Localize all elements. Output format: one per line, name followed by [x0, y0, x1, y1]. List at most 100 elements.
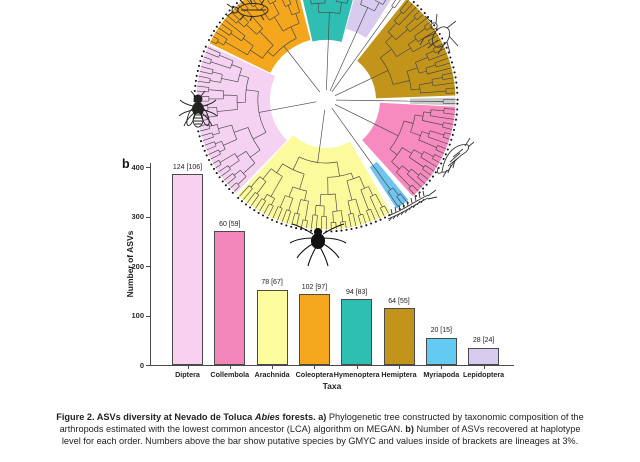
- tip-dot: [374, 220, 377, 223]
- y-axis-line: [150, 163, 151, 365]
- tip-dot: [202, 50, 205, 53]
- tip-dot: [446, 148, 449, 151]
- bar-myriapoda: [425, 337, 457, 365]
- tip-dot: [422, 187, 425, 190]
- tip-dot: [451, 133, 454, 136]
- x-category-label: Lepidoptera: [463, 370, 505, 379]
- tip-dot: [456, 108, 459, 111]
- tip-dot: [300, 228, 303, 231]
- tip-dot: [456, 91, 459, 94]
- panel-b-label: b: [122, 157, 130, 171]
- tip-dot: [449, 56, 452, 59]
- x-category-label: Diptera: [175, 370, 200, 379]
- tip-dot: [280, 222, 283, 225]
- tip-dot: [350, 227, 353, 231]
- tip-dot: [210, 163, 213, 166]
- tip-dot: [196, 69, 199, 72]
- tip-dot: [456, 102, 459, 105]
- collembola-clade-branches: [334, 104, 456, 195]
- tip-dot: [197, 64, 201, 67]
- tip-dot: [201, 144, 204, 148]
- tip-dot: [199, 59, 202, 63]
- tip-dot: [438, 32, 441, 36]
- tip-dot: [445, 46, 448, 49]
- tip-dot: [423, 12, 426, 15]
- ungrouped-clade-branches: [331, 0, 401, 93]
- beetle-icon: [226, 0, 269, 22]
- tip-dot: [365, 224, 368, 227]
- tip-dot: [231, 191, 234, 194]
- tip-dot: [418, 191, 421, 194]
- tip-dot: [193, 89, 196, 93]
- bar-hemiptera: [383, 308, 415, 365]
- tip-dot: [428, 179, 431, 182]
- tip-dot: [447, 51, 450, 54]
- tip-dot: [275, 220, 278, 223]
- tip-dot: [420, 8, 423, 11]
- tip-dot: [237, 196, 240, 199]
- tip-dot: [244, 203, 248, 206]
- tip-dot: [425, 183, 428, 186]
- tip-dot: [450, 138, 453, 141]
- tip-dot: [383, 216, 387, 219]
- tip-dot: [228, 9, 231, 12]
- tip-dot: [207, 38, 211, 42]
- tip-dot: [433, 24, 436, 27]
- tip-dot: [240, 200, 244, 203]
- figure-caption: Figure 2. ASVs diversity at Nevado de To…: [55, 412, 585, 447]
- tip-dot: [200, 55, 204, 58]
- x-category-label: Hymenoptera: [333, 370, 380, 379]
- tip-dot: [200, 140, 203, 143]
- tip-dot: [203, 149, 206, 152]
- bar-lepidoptera: [468, 347, 500, 365]
- caption-segment: Figure 2. ASVs diversity at Nevado de To…: [56, 412, 255, 422]
- tip-dot: [205, 154, 208, 157]
- bar-value-label: 94 [83]: [345, 288, 368, 296]
- tip-dot: [455, 81, 458, 84]
- unassigned-clade-branches: [335, 99, 456, 105]
- tip-dot: [215, 172, 218, 175]
- tip-dot: [426, 15, 430, 19]
- tip-dot: [379, 218, 382, 221]
- coleoptera-clade-sector: [209, 0, 311, 73]
- caption-segment: Abies: [254, 412, 280, 422]
- arachnida-clade-branches: [239, 109, 389, 230]
- bar-diptera: [172, 174, 203, 365]
- tip-dot: [204, 45, 207, 48]
- y-tick-mark: [146, 266, 150, 267]
- lepidoptera-clade-branches: [329, 0, 387, 92]
- bar-value-label: 124 [106]: [172, 163, 203, 171]
- y-tick-mark: [146, 315, 150, 317]
- bar-hymenoptera: [341, 299, 373, 365]
- tip-dot: [221, 180, 224, 183]
- tip-dot: [218, 21, 221, 24]
- tip-dot: [335, 230, 338, 233]
- y-tick-label: 300: [131, 212, 144, 221]
- bar-value-label: 20 [15]: [430, 327, 452, 335]
- tip-dot: [453, 128, 456, 131]
- tip-dot: [285, 224, 288, 227]
- tip-dot: [455, 113, 458, 116]
- tip-dot: [355, 226, 358, 229]
- lepidoptera-clade-sector: [345, 0, 391, 38]
- hemiptera-clade-branches: [334, 0, 456, 96]
- tip-dot: [431, 175, 434, 178]
- myriapoda-clade-branches: [331, 107, 407, 208]
- myriapoda-clade-sector: [369, 161, 409, 209]
- tip-dot: [249, 206, 252, 209]
- centipede-icon: [387, 189, 438, 222]
- y-tick-mark: [146, 365, 150, 366]
- y-tick-label: 0: [139, 360, 144, 370]
- tip-dot: [215, 25, 218, 28]
- tip-dot: [454, 76, 457, 79]
- tip-dot: [224, 184, 227, 187]
- x-category-label: Myriapoda: [423, 370, 460, 379]
- tip-dot: [452, 66, 455, 69]
- y-tick-mark: [146, 167, 150, 168]
- hymenoptera-clade-branches: [310, 0, 349, 91]
- bar-value-label: 102 [97]: [301, 283, 328, 291]
- tip-dot: [261, 214, 265, 217]
- tip-dot: [454, 123, 457, 126]
- tip-dot: [440, 162, 443, 165]
- x-category-label: Collembola: [210, 370, 250, 379]
